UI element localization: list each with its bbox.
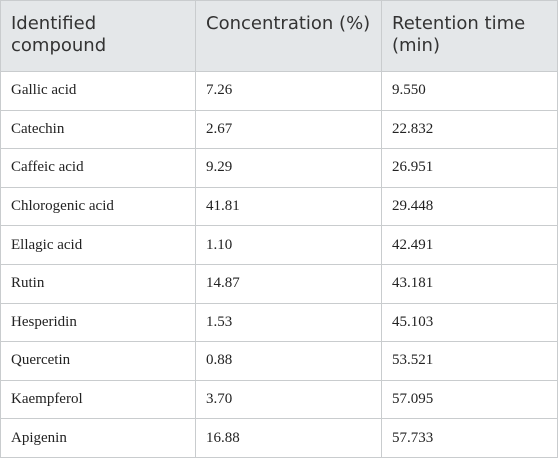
table-row: Hesperidin 1.53 45.103 [0, 302, 558, 343]
compound-cell: Quercetin [0, 341, 196, 381]
table-row: Ellagic acid 1.10 42.491 [0, 225, 558, 265]
retention-time-cell: 26.951 [381, 148, 558, 188]
compound-cell: Rutin [0, 263, 196, 304]
retention-time-cell: 57.095 [381, 379, 558, 420]
header-identified-compound: Identified compound [0, 0, 196, 72]
concentration-cell: 7.26 [195, 71, 382, 111]
retention-time-cell: 42.491 [381, 225, 558, 265]
retention-time-cell: 57.733 [381, 418, 558, 458]
table-row: Rutin 14.87 43.181 [0, 263, 558, 304]
concentration-cell: 1.10 [195, 225, 382, 265]
concentration-cell: 16.88 [195, 418, 382, 458]
table-row: Gallic acid 7.26 9.550 [0, 71, 558, 111]
concentration-cell: 14.87 [195, 263, 382, 304]
table-row: Quercetin 0.88 53.521 [0, 341, 558, 381]
table-row: Chlorogenic acid 41.81 29.448 [0, 186, 558, 227]
retention-time-cell: 29.448 [381, 186, 558, 227]
compound-cell: Catechin [0, 109, 196, 150]
compound-cell: Apigenin [0, 418, 196, 458]
table-row: Kaempferol 3.70 57.095 [0, 379, 558, 420]
table-header: Identified compound Concentration (%) Re… [0, 0, 558, 72]
compound-cell: Ellagic acid [0, 225, 196, 265]
retention-time-cell: 22.832 [381, 109, 558, 150]
retention-time-cell: 9.550 [381, 71, 558, 111]
concentration-cell: 9.29 [195, 148, 382, 188]
header-concentration: Concentration (%) [195, 0, 382, 72]
table-body: Gallic acid 7.26 9.550 Catechin 2.67 22.… [0, 71, 558, 458]
header-row: Identified compound Concentration (%) Re… [0, 0, 558, 72]
concentration-cell: 1.53 [195, 302, 382, 343]
retention-time-cell: 45.103 [381, 302, 558, 343]
concentration-cell: 3.70 [195, 379, 382, 420]
table-row: Apigenin 16.88 57.733 [0, 418, 558, 458]
compound-cell: Chlorogenic acid [0, 186, 196, 227]
concentration-cell: 41.81 [195, 186, 382, 227]
compound-cell: Gallic acid [0, 71, 196, 111]
table-row: Catechin 2.67 22.832 [0, 109, 558, 150]
retention-time-cell: 53.521 [381, 341, 558, 381]
compound-cell: Caffeic acid [0, 148, 196, 188]
concentration-cell: 0.88 [195, 341, 382, 381]
header-retention-time: Retention time (min) [381, 0, 558, 72]
retention-time-cell: 43.181 [381, 263, 558, 304]
concentration-cell: 2.67 [195, 109, 382, 150]
table-row: Caffeic acid 9.29 26.951 [0, 148, 558, 188]
compound-cell: Kaempferol [0, 379, 196, 420]
compound-cell: Hesperidin [0, 302, 196, 343]
